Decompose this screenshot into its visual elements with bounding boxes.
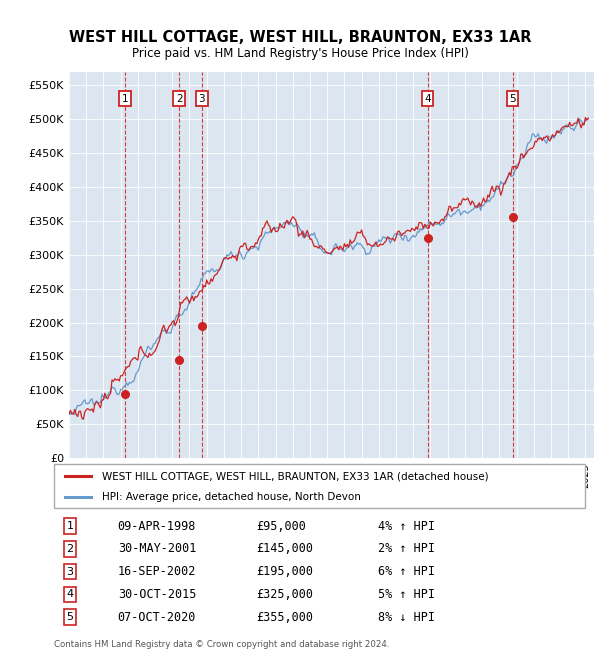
Text: 4: 4 [424, 94, 431, 103]
Text: 1: 1 [122, 94, 128, 103]
Text: £355,000: £355,000 [256, 611, 313, 624]
Text: 6% ↑ HPI: 6% ↑ HPI [378, 566, 435, 578]
Text: 07-OCT-2020: 07-OCT-2020 [118, 611, 196, 624]
Text: 3: 3 [199, 94, 205, 103]
Text: Contains HM Land Registry data © Crown copyright and database right 2024.: Contains HM Land Registry data © Crown c… [54, 640, 389, 649]
Text: 3: 3 [67, 567, 73, 577]
Text: 5: 5 [67, 612, 73, 622]
Text: WEST HILL COTTAGE, WEST HILL, BRAUNTON, EX33 1AR: WEST HILL COTTAGE, WEST HILL, BRAUNTON, … [69, 30, 531, 46]
Text: £145,000: £145,000 [256, 542, 313, 555]
Text: 30-MAY-2001: 30-MAY-2001 [118, 542, 196, 555]
Text: 2: 2 [67, 544, 73, 554]
Text: 16-SEP-2002: 16-SEP-2002 [118, 566, 196, 578]
Text: 5: 5 [509, 94, 516, 103]
Text: 5% ↑ HPI: 5% ↑ HPI [378, 588, 435, 601]
Text: Price paid vs. HM Land Registry's House Price Index (HPI): Price paid vs. HM Land Registry's House … [131, 47, 469, 60]
Text: HPI: Average price, detached house, North Devon: HPI: Average price, detached house, Nort… [102, 492, 361, 502]
Text: 30-OCT-2015: 30-OCT-2015 [118, 588, 196, 601]
Text: WEST HILL COTTAGE, WEST HILL, BRAUNTON, EX33 1AR (detached house): WEST HILL COTTAGE, WEST HILL, BRAUNTON, … [102, 471, 488, 482]
Text: £325,000: £325,000 [256, 588, 313, 601]
Text: £195,000: £195,000 [256, 566, 313, 578]
Text: 2: 2 [176, 94, 182, 103]
Text: 1: 1 [67, 521, 73, 531]
Text: 4% ↑ HPI: 4% ↑ HPI [378, 520, 435, 533]
Text: 8% ↓ HPI: 8% ↓ HPI [378, 611, 435, 624]
Text: 2% ↑ HPI: 2% ↑ HPI [378, 542, 435, 555]
Text: £95,000: £95,000 [256, 520, 305, 533]
Text: 4: 4 [67, 590, 73, 599]
Text: 09-APR-1998: 09-APR-1998 [118, 520, 196, 533]
